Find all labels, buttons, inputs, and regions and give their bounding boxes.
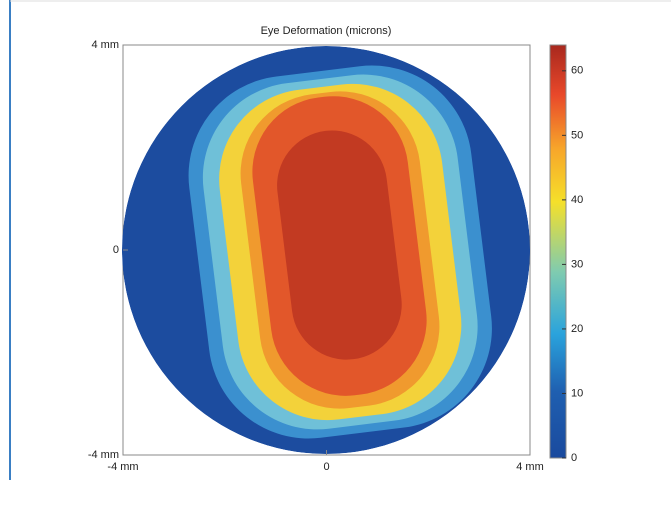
chart-title: Eye Deformation (microns) bbox=[261, 25, 392, 37]
colorbar bbox=[549, 44, 567, 459]
colorbar-tick-label: 30 bbox=[571, 258, 583, 270]
colorbar-tick-label: 60 bbox=[571, 65, 583, 77]
colorbar-tick-label: 50 bbox=[571, 129, 583, 141]
y-tick-label: -4 mm bbox=[88, 449, 119, 461]
heatmap-image bbox=[122, 46, 530, 454]
colorbar-tick-label: 10 bbox=[571, 387, 583, 399]
y-tick-label: 0 bbox=[113, 244, 119, 256]
y-tick-label: 4 mm bbox=[92, 39, 120, 51]
x-tick-label: 4 mm bbox=[516, 461, 544, 473]
x-tick-label: 0 bbox=[323, 461, 329, 473]
colorbar-tick-label: 40 bbox=[571, 194, 583, 206]
colorbar-tick-label: 0 bbox=[571, 452, 577, 464]
colorbar-tick-label: 20 bbox=[571, 323, 583, 335]
x-tick-label: -4 mm bbox=[107, 461, 138, 473]
